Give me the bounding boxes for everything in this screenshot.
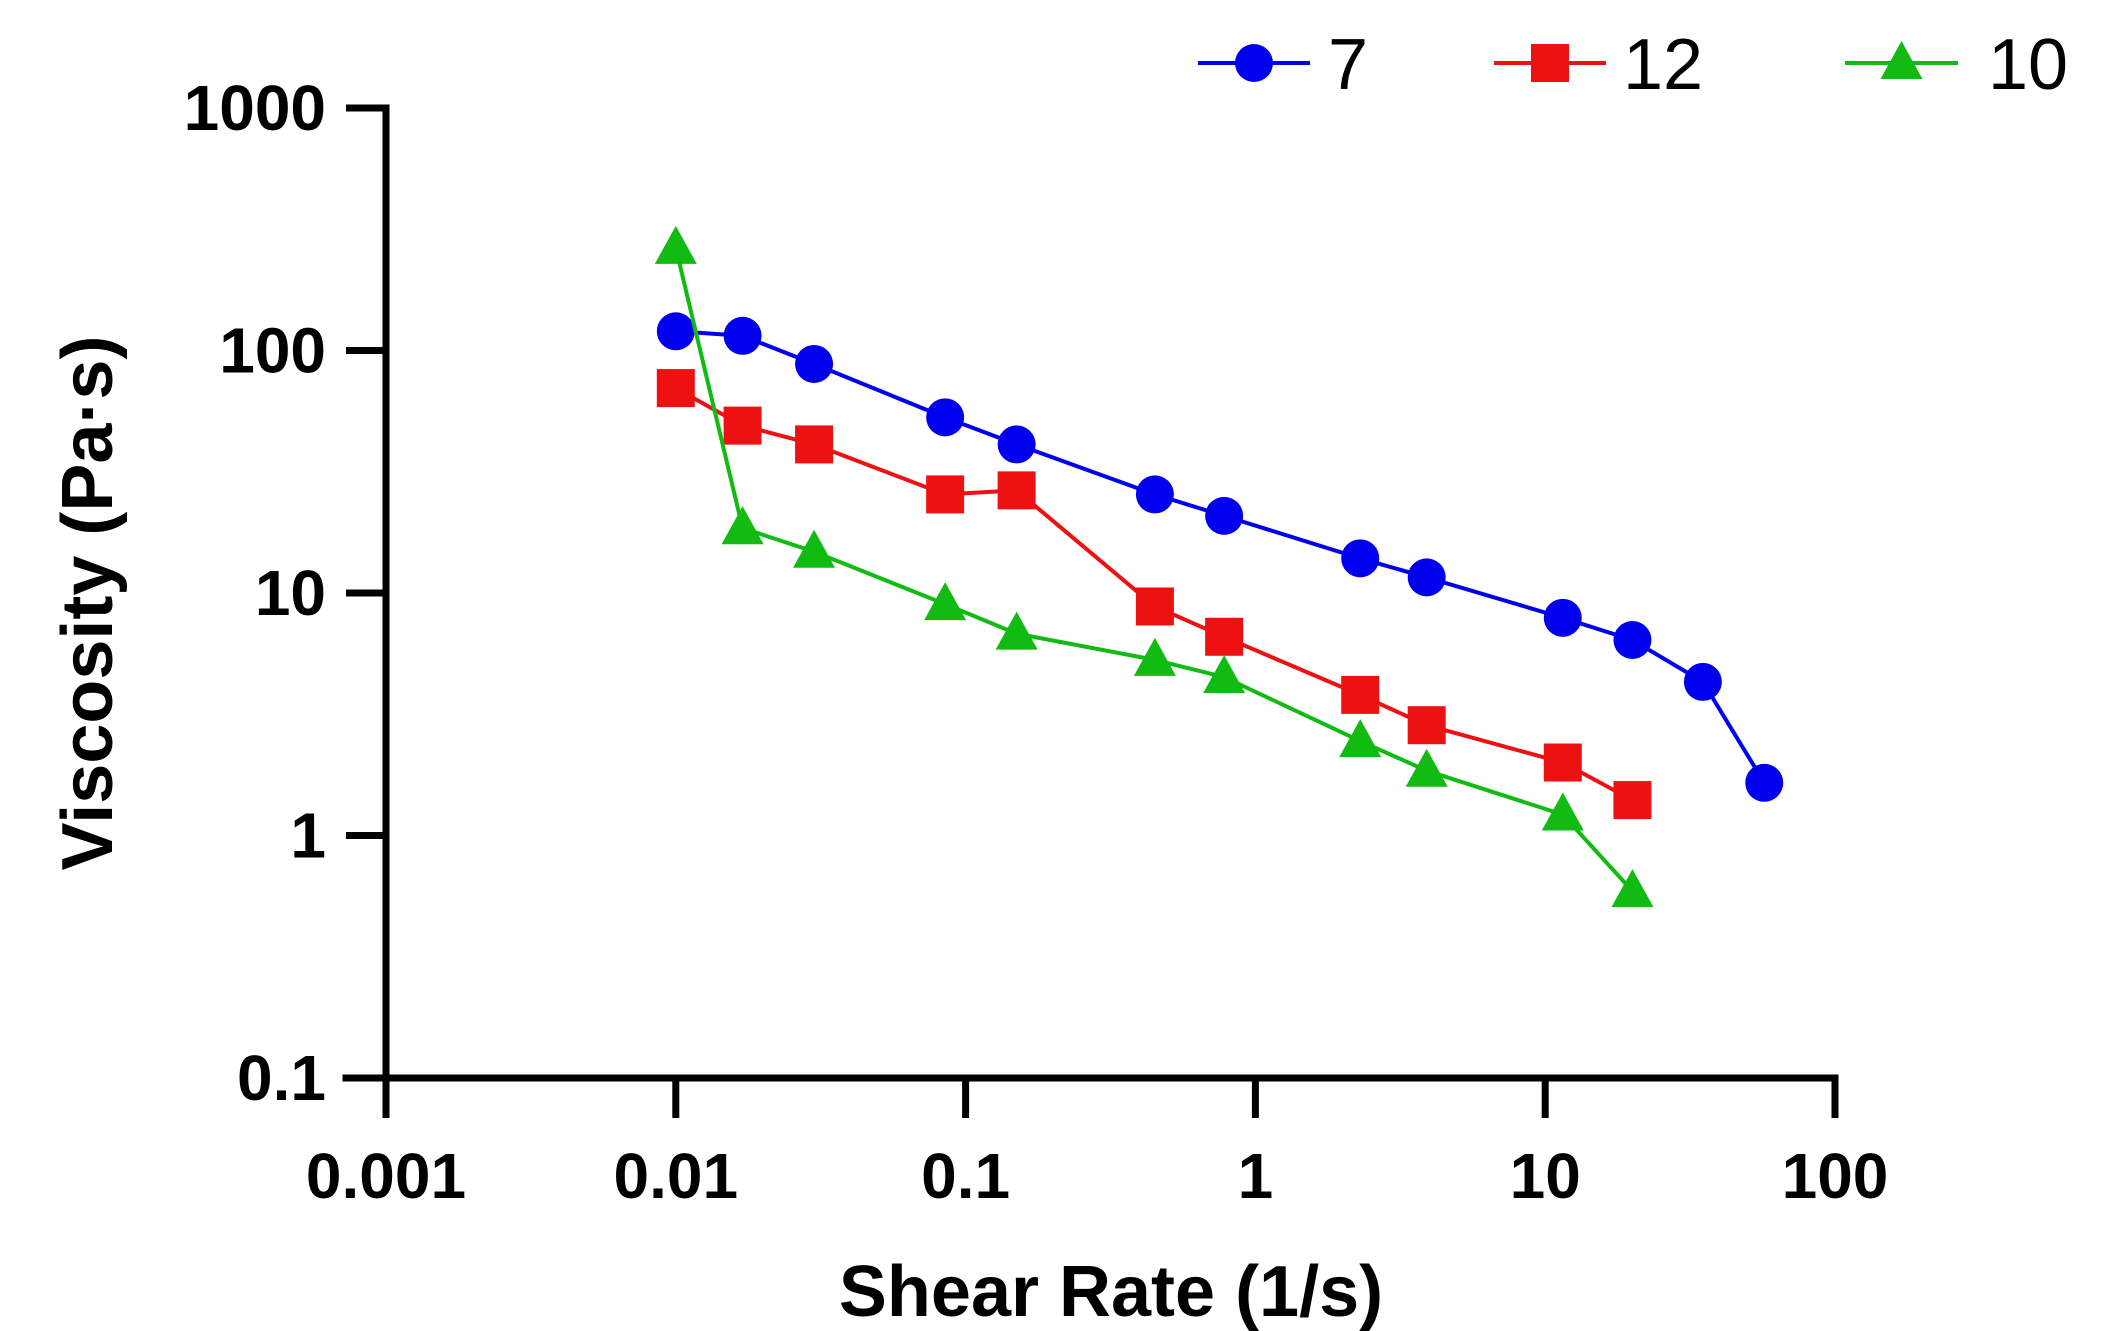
legend-item-12: 12 bbox=[1494, 25, 1703, 105]
legend-label: 10 bbox=[1988, 25, 2068, 105]
data-point-10 bbox=[654, 225, 697, 264]
x-ticks-group: 0.001 0.01 0.1 1 10 100 bbox=[306, 1078, 1888, 1212]
data-point-7 bbox=[1205, 496, 1244, 535]
series-line-10 bbox=[673, 247, 1634, 893]
y-tick-label: 10 bbox=[255, 557, 326, 629]
data-point-10 bbox=[721, 506, 764, 545]
data-point-12 bbox=[1135, 587, 1174, 626]
y-tick-label: 1 bbox=[290, 800, 326, 872]
y-axis-title: Viscosity (Pa·s) bbox=[48, 336, 128, 871]
legend: 7 12 10 bbox=[1198, 25, 2068, 105]
data-point-7 bbox=[1613, 621, 1652, 660]
data-point-10 bbox=[793, 529, 836, 568]
series-7 bbox=[656, 312, 1784, 802]
data-point-7 bbox=[795, 344, 834, 383]
x-tick-label: 0.001 bbox=[306, 1140, 466, 1212]
legend-item-10: 10 bbox=[1845, 25, 2068, 105]
y-ticks-group: 0.1 1 10 100 1000 bbox=[184, 72, 386, 1114]
data-point-10 bbox=[924, 582, 967, 621]
x-tick-label: 100 bbox=[1782, 1140, 1889, 1212]
data-point-7 bbox=[723, 316, 762, 355]
x-tick-label: 10 bbox=[1510, 1140, 1581, 1212]
y-tick-label: 100 bbox=[219, 315, 326, 387]
data-point-7 bbox=[1135, 475, 1174, 514]
series-10 bbox=[654, 225, 1654, 908]
data-point-12 bbox=[926, 475, 965, 514]
data-point-12 bbox=[997, 471, 1036, 510]
data-point-10 bbox=[1405, 748, 1448, 787]
y-tick-label: 1000 bbox=[184, 72, 326, 144]
x-tick-label: 0.01 bbox=[614, 1140, 739, 1212]
data-point-10 bbox=[1203, 655, 1246, 694]
data-point-12 bbox=[1341, 675, 1380, 714]
data-point-7 bbox=[997, 425, 1036, 464]
legend-label: 12 bbox=[1623, 25, 1703, 105]
legend-marker-12 bbox=[1531, 44, 1569, 82]
data-point-10 bbox=[1541, 792, 1584, 831]
legend-item-7: 7 bbox=[1198, 25, 1368, 105]
data-point-12 bbox=[1205, 617, 1244, 656]
series-group bbox=[654, 225, 1784, 908]
x-tick-label: 0.1 bbox=[921, 1140, 1010, 1212]
data-point-12 bbox=[1407, 706, 1446, 745]
legend-marker-10 bbox=[1880, 41, 1923, 79]
series-12 bbox=[656, 369, 1652, 820]
data-point-7 bbox=[1543, 598, 1582, 637]
axes-group bbox=[342, 104, 1839, 1082]
data-point-7 bbox=[1407, 558, 1446, 597]
data-point-12 bbox=[723, 406, 762, 445]
data-point-7 bbox=[926, 398, 965, 437]
data-point-12 bbox=[1543, 743, 1582, 782]
data-point-7 bbox=[1341, 539, 1380, 578]
data-point-10 bbox=[995, 611, 1038, 650]
data-point-7 bbox=[1745, 763, 1784, 802]
data-point-7 bbox=[1683, 662, 1722, 701]
data-point-12 bbox=[795, 425, 834, 464]
x-axis-title: Shear Rate (1/s) bbox=[839, 1252, 1383, 1331]
data-point-12 bbox=[1613, 781, 1652, 820]
data-point-7 bbox=[656, 312, 695, 351]
data-point-10 bbox=[1133, 637, 1176, 676]
data-point-10 bbox=[1339, 719, 1382, 758]
x-tick-label: 1 bbox=[1238, 1140, 1274, 1212]
series-line-7 bbox=[675, 329, 1767, 784]
legend-label: 7 bbox=[1328, 25, 1368, 105]
data-point-12 bbox=[656, 369, 695, 408]
y-tick-label: 0.1 bbox=[237, 1042, 326, 1114]
data-point-10 bbox=[1611, 869, 1654, 908]
legend-marker-7 bbox=[1235, 44, 1273, 82]
